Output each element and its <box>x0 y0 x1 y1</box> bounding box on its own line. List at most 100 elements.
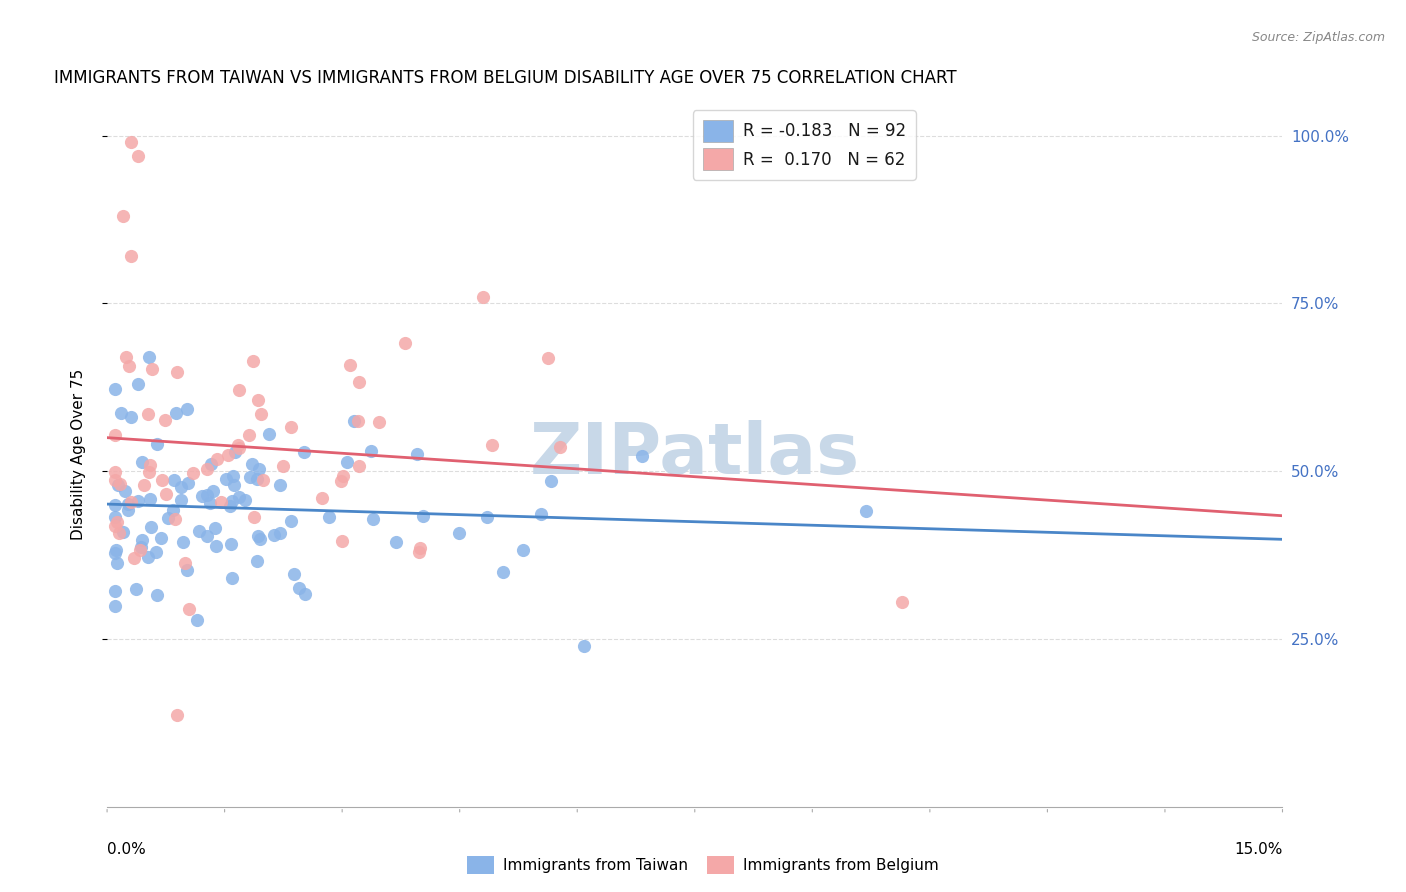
Point <box>329 475 352 489</box>
Point <box>412 509 434 524</box>
Point <box>288 582 311 596</box>
Point <box>150 531 173 545</box>
Point <box>205 539 228 553</box>
Point <box>492 565 515 579</box>
Point <box>201 483 224 498</box>
Point <box>219 499 242 513</box>
Point <box>222 469 245 483</box>
Point <box>548 440 571 454</box>
Point <box>174 556 197 570</box>
Point <box>127 494 149 508</box>
Point <box>120 249 142 263</box>
Point <box>111 209 134 223</box>
Point <box>169 480 191 494</box>
Point <box>271 458 294 473</box>
Text: ZIPatlas: ZIPatlas <box>530 420 860 489</box>
Point <box>104 498 127 512</box>
Y-axis label: Disability Age Over 75: Disability Age Over 75 <box>72 368 86 540</box>
Point <box>219 537 242 551</box>
Point <box>238 427 260 442</box>
Point <box>111 525 134 540</box>
Point <box>153 413 176 427</box>
Point <box>226 438 249 452</box>
Point <box>246 554 269 568</box>
Point <box>339 358 361 372</box>
Point <box>145 545 167 559</box>
Point <box>105 515 128 529</box>
Point <box>104 473 127 487</box>
Point <box>217 448 239 462</box>
Point <box>530 507 553 521</box>
Point <box>198 496 221 510</box>
Point <box>195 529 218 543</box>
Point <box>243 510 266 524</box>
Point <box>120 495 142 509</box>
Point <box>368 416 391 430</box>
Point <box>252 473 274 487</box>
Point <box>257 427 280 442</box>
Point <box>132 478 155 492</box>
Point <box>104 546 127 560</box>
Point <box>349 458 371 473</box>
Point <box>104 465 127 479</box>
Point <box>139 520 162 534</box>
Point <box>343 414 366 428</box>
Point <box>195 462 218 476</box>
Point <box>269 525 291 540</box>
Point <box>332 468 354 483</box>
Point <box>246 529 269 543</box>
Point <box>481 438 503 452</box>
Point <box>177 476 200 491</box>
Point <box>165 406 187 420</box>
Point <box>280 420 302 434</box>
Point <box>177 602 200 616</box>
Point <box>127 376 149 391</box>
Point <box>131 533 153 547</box>
Point <box>107 526 129 541</box>
Point <box>110 476 132 491</box>
Point <box>138 407 160 421</box>
Point <box>117 497 139 511</box>
Point <box>447 525 470 540</box>
Point <box>330 534 353 549</box>
Point <box>240 457 263 471</box>
Point <box>200 457 222 471</box>
Point <box>537 351 560 365</box>
Point <box>891 595 914 609</box>
Text: IMMIGRANTS FROM TAIWAN VS IMMIGRANTS FROM BELGIUM DISABILITY AGE OVER 75 CORRELA: IMMIGRANTS FROM TAIWAN VS IMMIGRANTS FRO… <box>55 69 957 87</box>
Point <box>263 528 285 542</box>
Point <box>138 350 160 364</box>
Point <box>166 365 188 379</box>
Point <box>346 414 368 428</box>
Point <box>129 540 152 554</box>
Point <box>209 495 232 509</box>
Point <box>228 441 250 455</box>
Point <box>361 511 384 525</box>
Point <box>127 149 149 163</box>
Point <box>157 510 180 524</box>
Point <box>221 571 243 585</box>
Point <box>512 543 534 558</box>
Point <box>131 455 153 469</box>
Point <box>122 550 145 565</box>
Text: Source: ZipAtlas.com: Source: ZipAtlas.com <box>1251 31 1385 45</box>
Point <box>239 469 262 483</box>
Point <box>110 406 132 420</box>
Point <box>336 455 359 469</box>
Point <box>394 336 416 351</box>
Point <box>172 535 194 549</box>
Point <box>162 502 184 516</box>
Point <box>118 359 141 373</box>
Point <box>347 375 370 389</box>
Point <box>311 491 333 506</box>
Point <box>129 542 152 557</box>
Point <box>170 492 193 507</box>
Point <box>540 474 562 488</box>
Point <box>107 478 129 492</box>
Point <box>409 541 432 556</box>
Point <box>246 393 269 408</box>
Point <box>117 503 139 517</box>
Point <box>104 382 127 396</box>
Point <box>385 535 408 549</box>
Point <box>233 492 256 507</box>
